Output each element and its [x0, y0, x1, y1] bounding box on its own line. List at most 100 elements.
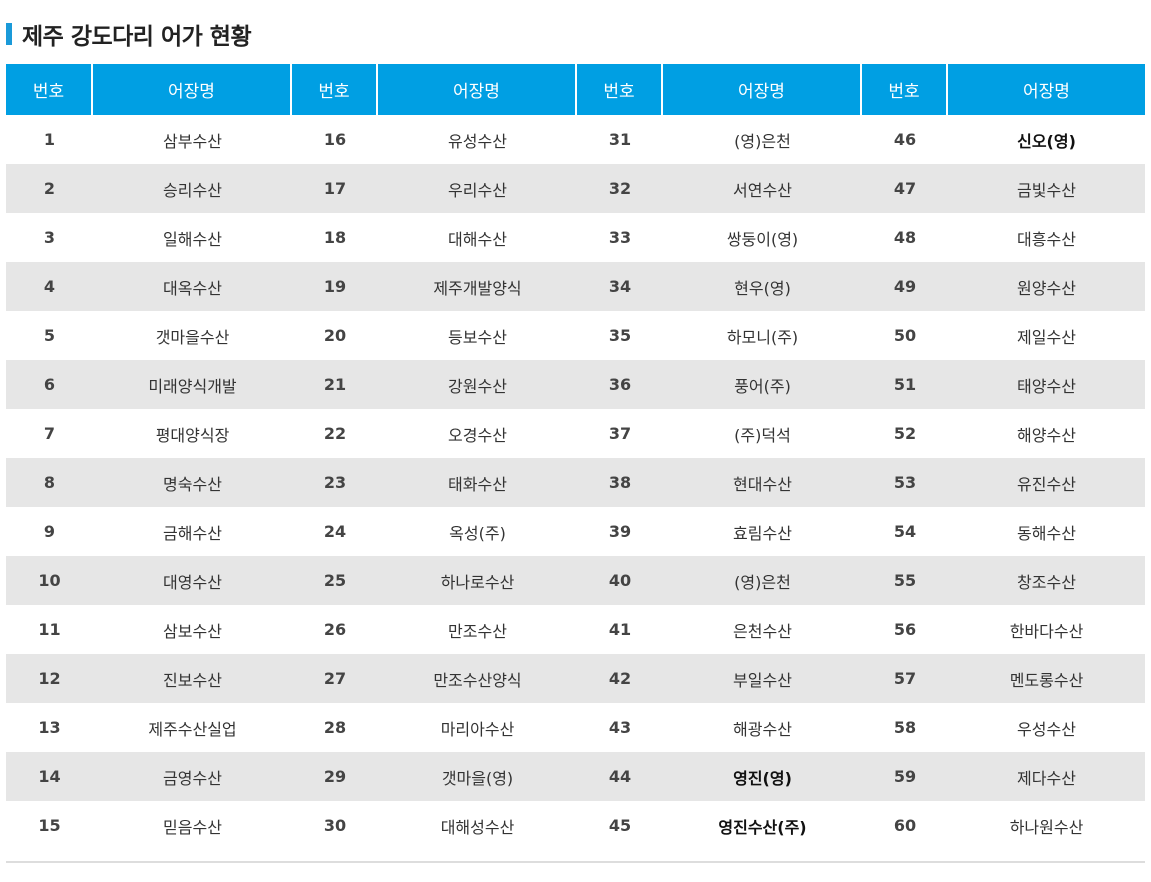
farm-name-cell: 하나로수산 [378, 556, 577, 605]
table-row: 2 승리수산 17 우리수산 32 서연수산 47 금빛수산 [6, 164, 1145, 213]
farm-name-cell: 제주개발양식 [378, 262, 577, 311]
row-number-cell: 47 [862, 164, 948, 213]
row-number-cell: 37 [608, 424, 632, 443]
row-number-cell: 58 [893, 718, 917, 737]
row-number-cell: 49 [862, 262, 948, 311]
row-number-cell: 8 [6, 458, 93, 507]
table-header-row: 번호 어장명 번호 어장명 번호 어장명 번호 어장명 [6, 64, 1145, 115]
table-row: 13 제주수산실업 28 마리아수산 43 해광수산 58 우성수산 [6, 703, 1145, 752]
farm-name-cell: 서연수산 [663, 164, 862, 213]
header-number-3: 번호 [577, 64, 663, 115]
row-number-cell: 50 [893, 326, 917, 345]
farm-name-cell: 삼보수산 [163, 621, 222, 641]
farm-name-cell: 금해수산 [163, 523, 222, 543]
row-number-cell: 7 [43, 424, 56, 443]
farm-name-cell: 유진수산 [948, 458, 1145, 507]
farm-name-cell: 현대수산 [663, 458, 862, 507]
header-farm-name-3: 어장명 [663, 64, 862, 115]
row-number-cell: 22 [323, 424, 347, 443]
farm-name-cell: 마리아수산 [440, 719, 515, 739]
table-row: 5 갯마을수산 20 등보수산 35 하모니(주) 50 제일수산 [6, 311, 1145, 360]
table-row: 12 진보수산 27 만조수산양식 42 부일수산 57 멘도롱수산 [6, 654, 1145, 703]
farm-name-cell: 대해수산 [448, 229, 507, 249]
farm-name-cell: 신오(영) [1017, 131, 1076, 151]
farm-name-cell: 제일수산 [1017, 327, 1076, 347]
row-number-cell: 12 [6, 654, 93, 703]
farm-name-cell: 유성수산 [448, 131, 507, 151]
row-number-cell: 11 [38, 620, 61, 639]
farm-name-cell: 창조수산 [948, 556, 1145, 605]
row-number-cell: 26 [323, 620, 347, 639]
table-row: 8 명숙수산 23 태화수산 38 현대수산 53 유진수산 [6, 458, 1145, 507]
row-number-cell: 4 [6, 262, 93, 311]
row-number-cell: 9 [43, 522, 56, 541]
farm-name-cell: 대흥수산 [1017, 229, 1076, 249]
farm-name-cell: 금빛수산 [948, 164, 1145, 213]
header-number-1: 번호 [6, 64, 93, 115]
table-body: 1 삼부수산 16 유성수산 31 (영)은천 46 신오(영) 2 승리수산 17 우리수산 32 서연… [6, 115, 1145, 850]
row-number-cell: 27 [292, 654, 378, 703]
row-number-cell: 57 [862, 654, 948, 703]
farm-name-cell: 영진수산(주) [718, 817, 807, 837]
farm-name-cell: 영진(영) [663, 752, 862, 801]
farm-name-cell: 해광수산 [733, 719, 792, 739]
farm-name-cell: 대옥수산 [93, 262, 292, 311]
table-row: 15 믿음수산 30 대해성수산 45 영진수산(주) 60 하나원수산 [6, 801, 1145, 850]
row-number-cell: 55 [862, 556, 948, 605]
row-number-cell: 35 [608, 326, 632, 345]
farm-name-cell: 태화수산 [378, 458, 577, 507]
table-row: 14 금영수산 29 갯마을(영) 44 영진(영) 59 제다수산 [6, 752, 1145, 801]
farm-name-cell: 옥성(주) [449, 523, 506, 543]
farm-name-cell: 승리수산 [93, 164, 292, 213]
table-row: 11 삼보수산 26 만조수산 41 은천수산 56 한바다수산 [6, 605, 1145, 654]
farm-name-cell: 우리수산 [378, 164, 577, 213]
row-number-cell: 16 [323, 130, 347, 149]
row-number-cell: 20 [323, 326, 347, 345]
row-number-cell: 19 [292, 262, 378, 311]
row-number-cell: 45 [608, 816, 632, 835]
farm-name-cell: 갯마을(영) [378, 752, 577, 801]
farm-name-cell: 한바다수산 [1009, 621, 1084, 641]
row-number-cell: 34 [577, 262, 663, 311]
row-number-cell: 32 [577, 164, 663, 213]
farm-name-cell: 풍어(주) [663, 360, 862, 409]
header-number-4: 번호 [862, 64, 948, 115]
farm-name-cell: 해양수산 [1017, 425, 1076, 445]
row-number-cell: 43 [608, 718, 632, 737]
table-row: 7 평대양식장 22 오경수산 37 (주)덕석 52 해양수산 [6, 409, 1145, 458]
header-farm-name-4: 어장명 [948, 64, 1145, 115]
row-number-cell: 54 [893, 522, 917, 541]
farm-name-cell: 은천수산 [733, 621, 792, 641]
farm-name-cell: 제주수산실업 [148, 719, 237, 739]
farm-name-cell: (주)덕석 [734, 425, 791, 445]
row-number-cell: 40 [577, 556, 663, 605]
row-number-cell: 28 [323, 718, 347, 737]
table-row: 9 금해수산 24 옥성(주) 39 효림수산 54 동해수산 [6, 507, 1145, 556]
row-number-cell: 17 [292, 164, 378, 213]
farm-name-cell: 우성수산 [1017, 719, 1076, 739]
farm-name-cell: 효림수산 [733, 523, 792, 543]
row-number-cell: 33 [608, 228, 632, 247]
farm-name-cell: 동해수산 [1017, 523, 1076, 543]
farm-name-cell: 오경수산 [448, 425, 507, 445]
title-accent-bar [6, 23, 12, 45]
farm-name-cell: 평대양식장 [155, 425, 230, 445]
row-number-cell: 38 [577, 458, 663, 507]
row-number-cell: 52 [893, 424, 917, 443]
row-number-cell: 31 [608, 130, 632, 149]
table-row: 6 미래양식개발 21 강원수산 36 풍어(주) 51 태양수산 [6, 360, 1145, 409]
row-number-cell: 56 [893, 620, 917, 639]
row-number-cell: 1 [43, 130, 56, 149]
farm-name-cell: 믿음수산 [163, 817, 222, 837]
row-number-cell: 46 [893, 130, 917, 149]
farm-name-cell: 제다수산 [948, 752, 1145, 801]
farm-name-cell: 태양수산 [948, 360, 1145, 409]
header-farm-name-2: 어장명 [378, 64, 577, 115]
row-number-cell: 48 [893, 228, 917, 247]
row-number-cell: 23 [292, 458, 378, 507]
row-number-cell: 53 [862, 458, 948, 507]
header-farm-name-1: 어장명 [93, 64, 292, 115]
farm-name-cell: (영)은천 [663, 556, 862, 605]
farm-name-cell: (영)은천 [734, 131, 791, 151]
row-number-cell: 42 [577, 654, 663, 703]
